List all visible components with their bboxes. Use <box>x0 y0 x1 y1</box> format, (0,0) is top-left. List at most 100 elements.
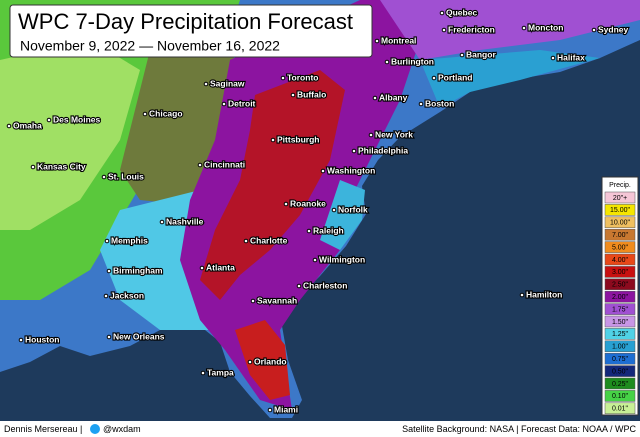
city-label: Roanoke <box>290 198 326 208</box>
legend-swatch <box>604 253 636 266</box>
city-dot <box>320 168 326 174</box>
legend-swatch <box>604 340 636 353</box>
city-dot <box>104 238 110 244</box>
title-box <box>9 4 373 58</box>
city-label: New York <box>375 129 413 139</box>
city-dot <box>368 132 374 138</box>
legend-label: 2.50" <box>612 282 629 289</box>
legend-label: 20"+ <box>613 195 627 202</box>
legend-label: 4.00" <box>612 257 629 264</box>
legend-swatch <box>604 228 636 241</box>
legend-swatch <box>604 352 636 365</box>
city-dot <box>431 75 437 81</box>
city-label: Quebec <box>446 7 477 17</box>
city-label: Fredericton <box>448 24 495 34</box>
city-label: Saginaw <box>210 78 245 88</box>
city-dot <box>200 370 206 376</box>
city-dot <box>374 38 380 44</box>
legend-label: 0.01" <box>612 406 629 413</box>
city-label: Buffalo <box>297 89 326 99</box>
legend-label: 5.00" <box>612 244 629 251</box>
city-label: Savannah <box>257 295 297 305</box>
city-label: Halifax <box>557 52 585 62</box>
city-dot <box>439 10 445 16</box>
legend-label: 0.25" <box>612 381 629 388</box>
city-label: Hamilton <box>526 289 562 299</box>
city-dot <box>591 27 597 33</box>
city-dot <box>6 123 12 129</box>
city-dot <box>283 201 289 207</box>
city-dot <box>459 52 465 58</box>
legend-swatch <box>604 191 636 204</box>
city-label: Raleigh <box>313 225 344 235</box>
city-dot <box>267 407 273 413</box>
city-dot <box>159 219 165 225</box>
legend-label: 0.75" <box>612 356 629 363</box>
city-dot <box>106 268 112 274</box>
city-dot <box>519 292 525 298</box>
city-label: Cincinnati <box>204 159 245 169</box>
city-dot <box>142 111 148 117</box>
city-dot <box>221 101 227 107</box>
footer-bar <box>0 421 640 437</box>
city-dot <box>550 55 556 61</box>
legend-label: 1.00" <box>612 344 629 351</box>
city-label: Detroit <box>228 98 256 108</box>
city-label: Memphis <box>111 235 148 245</box>
precip-cyan-coast <box>320 180 365 250</box>
legend-swatch <box>604 303 636 315</box>
legend-label: 1.75" <box>612 306 629 313</box>
city-label: Chicago <box>149 108 183 118</box>
legend-swatch <box>604 315 636 328</box>
twitter-icon <box>90 424 100 434</box>
legend-swatch <box>604 328 636 340</box>
city-dot <box>106 334 112 340</box>
city-label: Atlanta <box>206 262 235 272</box>
legend: Precip. 20"+ 15.00" 10.00" 7.00" 5.00" 4.00" 3… <box>601 176 639 416</box>
city-dot <box>197 162 203 168</box>
legend-label: 0.10" <box>612 393 629 400</box>
city-label: Sydney <box>598 24 629 34</box>
city-label: Toronto <box>287 72 318 82</box>
city-dot <box>243 238 249 244</box>
city-dot <box>247 359 253 365</box>
city-label: Wilmington <box>319 254 365 264</box>
city-dot <box>18 337 24 343</box>
city-label: Des Moines <box>53 114 101 124</box>
city-label: Norfolk <box>338 204 368 214</box>
city-dot <box>418 101 424 107</box>
city-label: Moncton <box>528 22 563 32</box>
city-dot <box>372 95 378 101</box>
city-label: Montreal <box>381 35 416 45</box>
legend-swatch <box>604 402 636 415</box>
legend-swatch <box>604 266 636 278</box>
city-label: Nashville <box>166 216 204 226</box>
footer-handle: @wxdam <box>103 424 141 434</box>
city-label: Orlando <box>254 356 287 366</box>
subtitle: November 9, 2022 — November 16, 2022 <box>20 38 280 54</box>
legend-label: 10.00" <box>610 220 631 227</box>
legend-swatch <box>604 290 636 303</box>
precip-teal-ne <box>420 50 600 108</box>
legend-title: Precip. <box>609 182 631 189</box>
footer-author: Dennis Mersereau | <box>4 424 82 434</box>
legend-label: 15.00" <box>610 207 631 214</box>
city-dot <box>521 25 527 31</box>
legend-label: 0.50" <box>612 368 629 375</box>
city-label: Omaha <box>13 120 42 130</box>
city-label: Kansas City <box>37 161 86 171</box>
city-dot <box>101 174 107 180</box>
city-label: Birmingham <box>113 265 163 275</box>
city-dot <box>250 298 256 304</box>
city-label: Charlotte <box>250 235 288 245</box>
footer-credits: Satellite Background: NASA | Forecast Da… <box>402 424 636 434</box>
legend-label: 7.00" <box>612 232 629 239</box>
city-label: Albany <box>379 92 408 102</box>
city-dot <box>46 117 52 123</box>
legend-label: 1.25" <box>612 331 629 338</box>
city-label: St. Louis <box>108 171 144 181</box>
city-label: Pittsburgh <box>277 134 320 144</box>
city-dot <box>280 75 286 81</box>
city-label: Portland <box>438 72 472 82</box>
